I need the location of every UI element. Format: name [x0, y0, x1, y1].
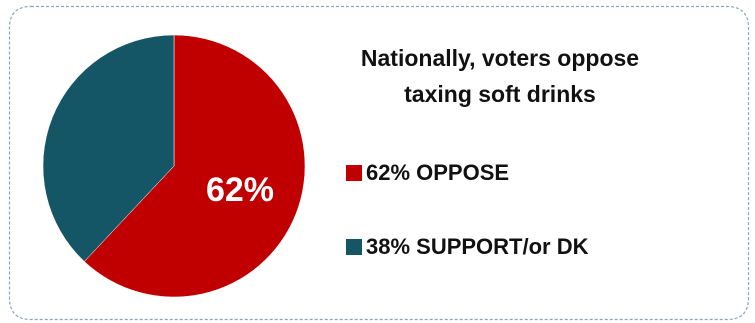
pie-chart: 62%: [42, 34, 306, 298]
legend-swatch-oppose: [346, 165, 362, 181]
chart-title: Nationally, voters oppose taxing soft dr…: [330, 40, 670, 112]
legend-item-support: 38% SUPPORT/or DK: [346, 234, 589, 260]
chart-title-line-2: taxing soft drinks: [404, 81, 596, 107]
legend-swatch-support: [346, 239, 362, 255]
pie-data-label-oppose: 62%: [206, 171, 274, 209]
chart-title-line-1: Nationally, voters oppose: [360, 45, 640, 71]
frame-border: [8, 5, 750, 321]
legend-label-oppose: 62% OPPOSE: [366, 160, 510, 185]
legend-item-oppose: 62% OPPOSE: [346, 160, 509, 186]
legend-label-support: 38% SUPPORT/or DK: [366, 234, 589, 259]
pie-slice-oppose: [83, 34, 306, 298]
pie-slice-support: [42, 34, 175, 262]
chart-frame: [8, 5, 750, 321]
